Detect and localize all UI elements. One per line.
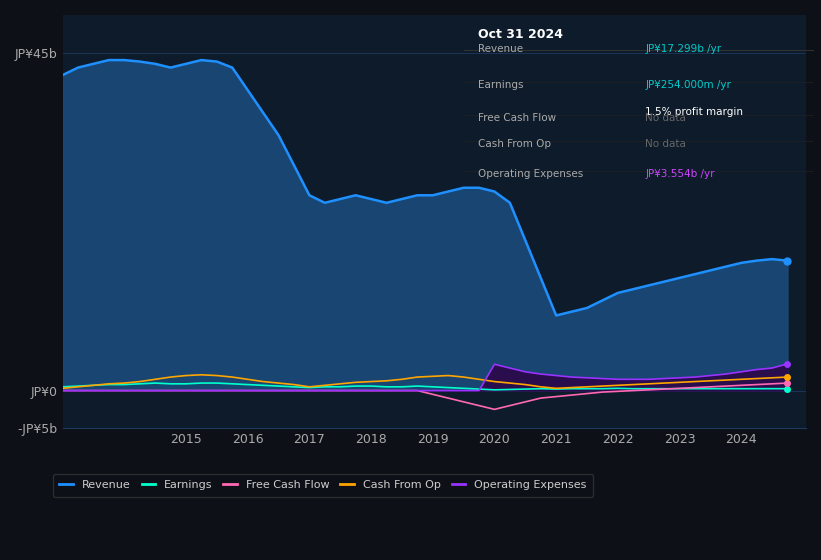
Text: JP¥17.299b /yr: JP¥17.299b /yr [645, 44, 722, 54]
Text: Revenue: Revenue [478, 44, 523, 54]
Text: Cash From Op: Cash From Op [478, 139, 551, 149]
Text: JP¥3.554b /yr: JP¥3.554b /yr [645, 169, 715, 179]
Text: No data: No data [645, 139, 686, 149]
Text: Free Cash Flow: Free Cash Flow [478, 113, 556, 123]
Text: Earnings: Earnings [478, 80, 523, 90]
Text: No data: No data [645, 113, 686, 123]
Legend: Revenue, Earnings, Free Cash Flow, Cash From Op, Operating Expenses: Revenue, Earnings, Free Cash Flow, Cash … [53, 474, 593, 497]
Text: Operating Expenses: Operating Expenses [478, 169, 583, 179]
Text: 1.5% profit margin: 1.5% profit margin [645, 108, 743, 118]
Text: Oct 31 2024: Oct 31 2024 [478, 28, 563, 41]
Text: JP¥254.000m /yr: JP¥254.000m /yr [645, 80, 732, 90]
